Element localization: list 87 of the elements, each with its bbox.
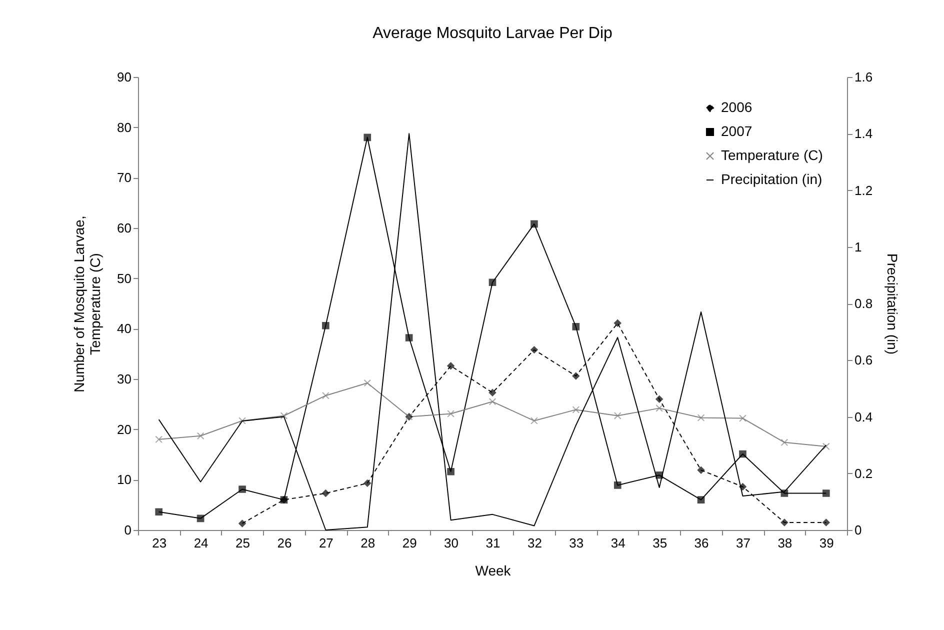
y-tick-label: 0 — [124, 522, 132, 538]
x-tick-label: 37 — [736, 536, 750, 550]
x-tick-label: 39 — [819, 536, 834, 550]
point — [488, 398, 496, 406]
x-tick-label: 23 — [152, 536, 167, 550]
y-tick-label: 80 — [117, 120, 132, 135]
y2-tick-label: 1.2 — [854, 182, 873, 198]
point — [739, 450, 746, 458]
y2-tick-label: 0.2 — [854, 466, 873, 481]
point — [822, 442, 830, 450]
y-tick-label: 30 — [117, 372, 132, 386]
x-axis-title: Week — [475, 562, 512, 578]
y2-axis-title: Precipitation (in) — [884, 253, 901, 355]
x-tick-label: 28 — [360, 536, 376, 550]
legend-label: Temperature (C) — [721, 147, 823, 163]
point — [155, 436, 163, 444]
point — [530, 417, 538, 424]
point — [530, 346, 538, 354]
point — [196, 514, 204, 522]
point — [697, 466, 705, 474]
point — [447, 362, 454, 370]
point — [447, 468, 454, 476]
point — [656, 404, 663, 412]
y2-tick-label: 1.4 — [854, 126, 873, 142]
point — [364, 379, 372, 387]
y-tick-label: 40 — [117, 321, 132, 336]
x-tick-label: 31 — [486, 536, 500, 550]
x-tick-label: 36 — [694, 536, 709, 550]
point — [822, 518, 830, 526]
point — [447, 410, 454, 418]
y-tick-label: 50 — [117, 270, 132, 286]
point — [530, 220, 538, 228]
point — [155, 508, 163, 516]
legend-label: 2006 — [721, 99, 752, 115]
x-tick-label: 32 — [527, 536, 542, 550]
point — [322, 322, 330, 330]
y-tick-label: 60 — [117, 220, 132, 236]
y2-tick-label: 1.6 — [854, 70, 873, 84]
x-tick-label: 24 — [194, 536, 208, 550]
y2-tick-label: 0.4 — [854, 409, 873, 424]
legend-label: Precipitation (in) — [721, 171, 822, 187]
point — [238, 417, 246, 424]
point — [614, 412, 622, 420]
point — [656, 395, 663, 403]
x-tick-label: 29 — [402, 536, 417, 550]
y-tick-label: 10 — [117, 472, 132, 488]
point — [739, 414, 746, 422]
point — [614, 482, 622, 489]
y2-tick-label: 0.8 — [854, 296, 873, 311]
x-tick-label: 35 — [652, 536, 668, 550]
point — [572, 406, 580, 414]
x-tick-label: 34 — [610, 536, 626, 550]
y-tick-label: 20 — [117, 422, 132, 437]
point — [322, 392, 330, 400]
point — [614, 319, 622, 327]
x-tick-label: 25 — [236, 536, 250, 550]
y2-tick-label: 0.6 — [854, 352, 873, 368]
point — [196, 432, 204, 440]
point — [488, 388, 496, 396]
point — [405, 334, 413, 342]
y-tick-label: 90 — [117, 70, 132, 84]
point — [488, 278, 496, 286]
point — [238, 486, 246, 493]
point — [322, 490, 330, 497]
x-tick-label: 33 — [569, 536, 584, 550]
y2-tick-label: 1 — [854, 239, 862, 254]
y-tick-label: 70 — [117, 170, 132, 186]
point — [822, 490, 830, 497]
point — [697, 414, 705, 422]
x-tick-label: 27 — [318, 536, 334, 550]
y-axis-title: Number of Mosquito Larvae, Temperature (C) — [71, 216, 104, 392]
x-tick-label: 30 — [444, 536, 459, 550]
point — [280, 496, 288, 504]
chart-title: Average Mosquito Larvae Per Dip — [372, 25, 613, 42]
point — [780, 518, 788, 526]
point — [364, 480, 372, 487]
point — [572, 372, 580, 380]
x-tick-label: 26 — [277, 536, 292, 550]
y2-tick-label: 0 — [854, 522, 862, 538]
legend-label: 2007 — [721, 123, 752, 139]
point — [364, 134, 372, 142]
x-tick-label: 38 — [778, 536, 792, 550]
point — [280, 412, 288, 420]
point — [238, 520, 246, 528]
point — [780, 438, 788, 446]
point — [572, 322, 580, 330]
point — [697, 496, 705, 504]
